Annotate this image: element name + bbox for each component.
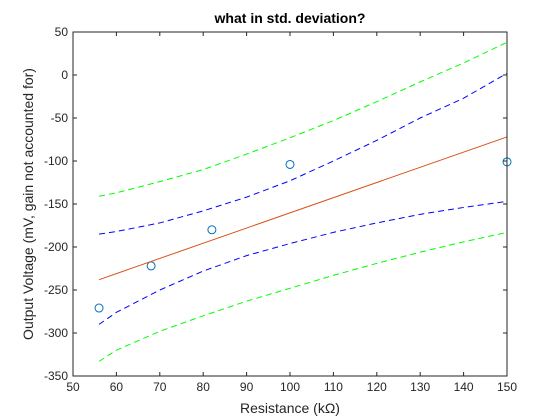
x-tick-label: 90 [240, 380, 254, 394]
x-tick-label: 50 [66, 380, 80, 394]
chart-title: what in std. deviation? [214, 10, 366, 26]
x-tick-label: 110 [324, 380, 343, 394]
x-tick-label: 120 [367, 380, 387, 394]
x-tick-label: 80 [197, 380, 211, 394]
y-tick-label: -250 [44, 283, 68, 297]
confidence-band-line-3 [98, 41, 508, 197]
data-point [94, 303, 104, 313]
fit-line [98, 136, 508, 281]
y-tick-label: -150 [44, 197, 68, 211]
y-tick-label: -100 [44, 154, 68, 168]
y-tick-label: -350 [44, 369, 68, 383]
data-point [207, 225, 217, 235]
x-tick-label: 70 [153, 380, 167, 394]
ticks: 50 60 70 80 90 100 110 120 130 140 150 -350 -300 -250… [44, 25, 517, 394]
confidence-band-line-4 [98, 231, 508, 362]
y-axis-label: Output Voltage (mV, gain not accounted f… [20, 68, 36, 340]
y-tick-label: 0 [61, 68, 68, 82]
confidence-band-line-2 [98, 200, 508, 325]
x-tick-label: 130 [410, 380, 430, 394]
plot-content [94, 41, 512, 362]
y-tick-label: -300 [44, 326, 68, 340]
x-tick-label: 150 [497, 380, 517, 394]
y-tick-label: 50 [55, 25, 69, 39]
x-tick-label: 140 [454, 380, 474, 394]
data-point [285, 159, 295, 169]
plot-area [73, 32, 507, 376]
x-tick-label: 60 [110, 380, 124, 394]
x-axis-label: Resistance (kΩ) [240, 400, 340, 416]
y-tick-label: -50 [51, 111, 69, 125]
y-tick-label: -200 [44, 240, 68, 254]
x-tick-label: 100 [280, 380, 300, 394]
